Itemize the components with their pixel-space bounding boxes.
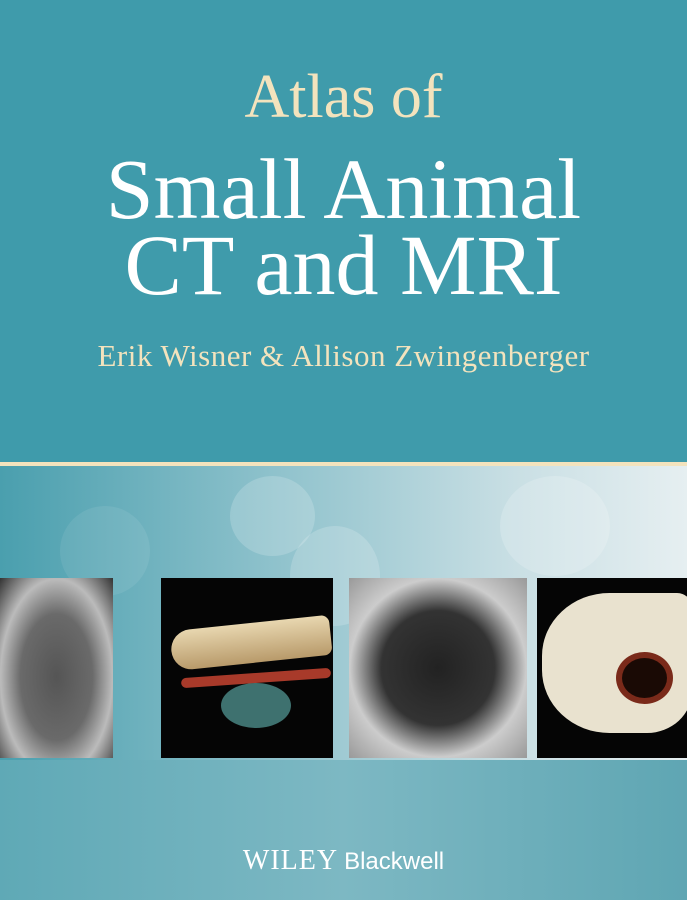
- cover-top-panel: [0, 0, 687, 462]
- brain-section-image: [537, 578, 687, 758]
- bottom-band: [0, 760, 687, 900]
- ct-3d-spine-image: [161, 578, 333, 758]
- wiley-wordmark: WILEY: [242, 845, 339, 876]
- mri-brain-image: [0, 578, 113, 758]
- divider-rule: [0, 462, 687, 466]
- blackwell-wordmark: Blackwell: [344, 848, 445, 875]
- title-line-1: Atlas of: [244, 63, 443, 131]
- ct-thorax-image: [349, 578, 527, 758]
- title-line-2: Small Animal: [105, 141, 582, 237]
- publisher-logo: WILEY Blackwell: [0, 845, 687, 877]
- title-line-3: CT and MRI: [124, 217, 563, 313]
- authors: Erik Wisner & Allison Zwingenberger: [97, 338, 590, 373]
